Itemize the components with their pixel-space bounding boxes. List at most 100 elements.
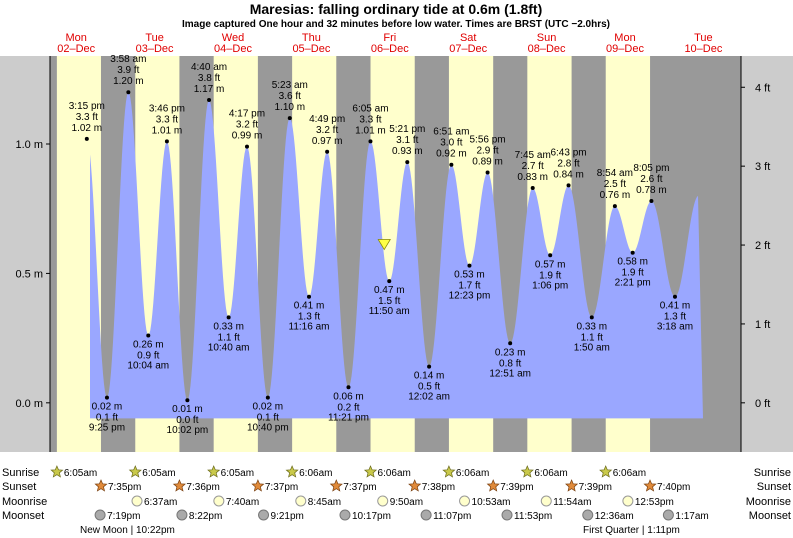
tide-point <box>427 364 432 369</box>
tide-label: 0.8 ft <box>499 358 521 369</box>
tide-point <box>346 385 351 390</box>
tide-point <box>649 198 654 203</box>
tide-label: 5:56 pm <box>470 134 506 145</box>
moonrise-icon <box>459 495 471 507</box>
tide-label: 0.41 m <box>660 301 691 312</box>
tide-label: 1:50 am <box>574 342 610 353</box>
day-name: Mon <box>65 32 86 44</box>
current-level-marker <box>377 239 391 251</box>
tide-label: 3:46 pm <box>149 103 185 114</box>
sunrise-icon <box>520 465 534 478</box>
tide-label: 0.93 m <box>392 146 423 157</box>
tide-label: 0.01 m <box>172 404 203 415</box>
tide-label: 0.5 ft <box>418 382 440 393</box>
right-tick-label: 3 ft <box>755 161 770 173</box>
tide-label: 8:54 am <box>597 168 633 179</box>
tide-label: 3:18 am <box>657 322 693 333</box>
tide-label: 1.9 ft <box>622 268 644 279</box>
tide-label: 1.17 m <box>194 84 225 95</box>
tide-label: 3.3 ft <box>359 114 381 125</box>
day-date: 09–Dec <box>606 43 644 55</box>
chart-title: Maresias: falling ordinary tide at 0.6m … <box>250 1 543 17</box>
tide-label: 0.0 ft <box>176 415 198 426</box>
tide-label: 1.20 m <box>113 76 144 87</box>
sunrise-icon <box>128 465 142 478</box>
moonset-icon <box>501 509 513 521</box>
tide-point <box>548 253 553 258</box>
tide-point <box>244 144 249 149</box>
moonrise-icon <box>295 495 307 507</box>
sunrise-time: 6:06am <box>613 468 646 479</box>
day-name: Mon <box>614 32 635 44</box>
plot-area: 0.0 m 0.5 m 1.0 m 0 ft 1 ft 2 ft 3 ft 4 ft <box>0 56 793 452</box>
sunset-time: 7:36pm <box>186 482 219 493</box>
row-label-right: Moonset <box>749 510 791 522</box>
tide-label: 3.3 ft <box>76 112 98 123</box>
row-label-left: Moonset <box>2 510 44 522</box>
tide-point <box>589 315 594 320</box>
moonset-time: 1:17am <box>675 511 708 522</box>
tide-label: 12:51 am <box>489 368 531 379</box>
tide-label: 1.10 m <box>274 102 305 113</box>
tide-label: 4:49 pm <box>309 114 345 125</box>
tide-label: 8:05 pm <box>633 163 669 174</box>
tide-label: 1.02 m <box>72 123 103 134</box>
tide-point <box>449 162 454 167</box>
day-date: 02–Dec <box>57 43 95 55</box>
tide-label: 0.33 m <box>213 321 244 332</box>
tide-point <box>387 279 392 284</box>
row-label-left: Moonrise <box>2 496 47 508</box>
sunset-time: 7:38pm <box>422 482 455 493</box>
tide-label: 0.1 ft <box>257 413 279 424</box>
moonset-icon <box>176 509 188 521</box>
tide-point <box>146 333 151 338</box>
moonset-time: 7:19pm <box>107 511 140 522</box>
sunset-icon <box>172 479 186 492</box>
tide-label: 0.02 m <box>92 402 123 413</box>
tide-label: 1.3 ft <box>298 312 320 323</box>
sunrise-time: 6:06am <box>456 468 489 479</box>
day-name: Tue <box>145 32 164 44</box>
left-tick-label: 1.0 m <box>15 139 43 151</box>
water-level-area <box>90 92 703 419</box>
left-tick-label: 0.5 m <box>15 268 43 280</box>
moonset-icon <box>662 509 674 521</box>
sunrise-icon <box>363 465 378 478</box>
tide-label: 1.1 ft <box>218 332 240 343</box>
tide-point <box>185 398 190 403</box>
tide-point <box>508 341 513 346</box>
moonset-time: 11:07pm <box>433 511 471 522</box>
tide-label: 0.84 m <box>553 169 584 180</box>
tide-point <box>265 395 270 400</box>
tide-label: 10:40 am <box>208 342 250 353</box>
sunset-icon <box>565 479 579 492</box>
tide-label: 12:02 am <box>408 392 450 403</box>
moonset-icon <box>420 509 432 521</box>
moonrise-icon <box>213 495 225 507</box>
sunset-icon <box>408 479 422 492</box>
tide-label: 5:23 am <box>272 80 308 91</box>
sunrise-time: 6:06am <box>378 468 411 479</box>
tide-label: 11:16 am <box>289 322 330 333</box>
day-name: Fri <box>383 32 396 44</box>
sunset-icon <box>643 479 657 492</box>
sunset-time: 7:39pm <box>500 482 533 493</box>
tide-label: 0.02 m <box>253 402 284 413</box>
tide-label: 0.33 m <box>576 321 607 332</box>
tide-label: 4:40 am <box>191 62 227 73</box>
tide-point <box>126 90 131 95</box>
moon-phase-new: New Moon | 10:22pm <box>80 525 175 536</box>
moonset-time: 10:17pm <box>352 511 391 522</box>
moonrise-time: 9:50am <box>390 497 423 508</box>
row-label-right: Sunset <box>757 481 791 493</box>
tide-label: 3.3 ft <box>156 114 178 125</box>
tide-label: 1:06 pm <box>532 280 568 291</box>
tide-label: 10:02 pm <box>167 425 209 436</box>
day-name: Wed <box>222 32 244 44</box>
tide-point <box>467 263 472 268</box>
tide-label: 0.23 m <box>495 347 526 358</box>
labels-layer: Mon02–DecTue03–DecWed04–DecThu05–DecFri0… <box>57 32 723 436</box>
sunrise-icon <box>442 465 456 478</box>
day-name: Tue <box>694 32 713 44</box>
tide-label: 2.9 ft <box>476 145 498 156</box>
